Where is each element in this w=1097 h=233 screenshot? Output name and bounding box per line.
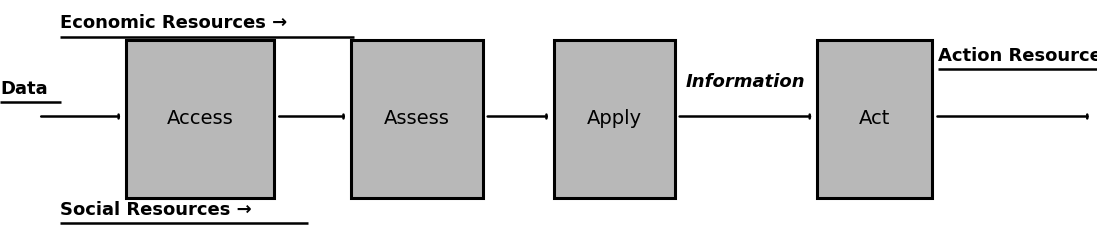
- Bar: [126, 40, 274, 198]
- Text: Economic Resources →: Economic Resources →: [60, 14, 287, 32]
- Text: Assess: Assess: [384, 109, 450, 128]
- Text: Access: Access: [167, 109, 234, 128]
- Text: Action Resources: Action Resources: [938, 47, 1097, 65]
- Text: Information: Information: [686, 72, 805, 91]
- Bar: [817, 40, 932, 198]
- Bar: [554, 40, 675, 198]
- Text: Data: Data: [0, 79, 47, 98]
- Bar: [351, 40, 483, 198]
- Text: Apply: Apply: [587, 109, 642, 128]
- Text: Act: Act: [859, 109, 891, 128]
- Text: Social Resources →: Social Resources →: [60, 201, 252, 219]
